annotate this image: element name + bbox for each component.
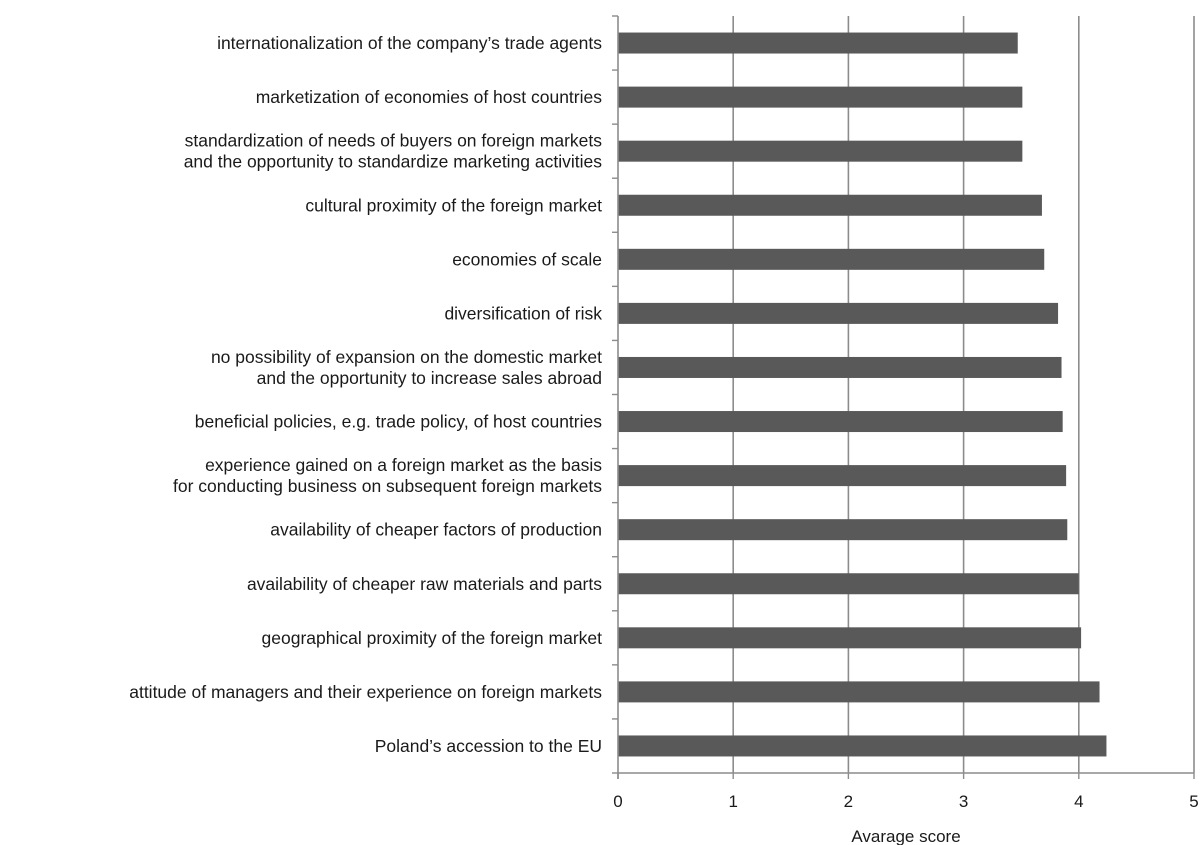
category-label: marketization of economies of host count… [256,87,603,107]
bar [618,735,1107,757]
bar [618,32,1018,54]
x-tick-label: 0 [613,792,622,811]
bar [618,356,1062,378]
bar [618,248,1045,270]
category-label: and the opportunity to standardize marke… [184,152,603,172]
category-label: availability of cheaper factors of produ… [270,520,602,540]
x-tick-label: 5 [1189,792,1198,811]
category-label: internationalization of the company’s tr… [217,33,602,53]
x-tick-label: 4 [1074,792,1083,811]
category-label: for conducting business on subsequent fo… [173,476,602,496]
category-label: economies of scale [452,249,602,269]
bar [618,86,1023,108]
category-label: geographical proximity of the foreign ma… [262,628,603,648]
category-label: attitude of managers and their experienc… [129,682,602,702]
category-label: beneficial policies, e.g. trade policy, … [195,412,603,432]
x-axis-title: Avarage score [851,827,960,845]
bar [618,465,1067,487]
x-tick-label: 2 [844,792,853,811]
bar [618,519,1068,541]
bar [618,194,1042,216]
bar [618,681,1100,703]
category-label: experience gained on a foreign market as… [205,455,602,475]
category-label: and the opportunity to increase sales ab… [257,368,602,388]
category-label: standardization of needs of buyers on fo… [185,131,603,151]
category-label: availability of cheaper raw materials an… [247,574,602,594]
category-label: Poland’s accession to the EU [375,736,602,756]
x-tick-label: 1 [728,792,737,811]
x-tick-label: 3 [959,792,968,811]
category-label: cultural proximity of the foreign market [305,195,602,215]
category-labels: internationalization of the company’s tr… [129,33,602,756]
category-label: no possibility of expansion on the domes… [211,347,602,367]
bars [618,32,1107,757]
bar [618,627,1082,649]
axes [612,15,1195,779]
bar [618,573,1079,595]
category-label: diversification of risk [444,303,602,323]
bar [618,140,1023,162]
tick-labels: 0 1 2 3 4 5 [613,792,1198,811]
bar [618,411,1063,433]
gridlines [732,16,1195,773]
bar [618,302,1059,324]
